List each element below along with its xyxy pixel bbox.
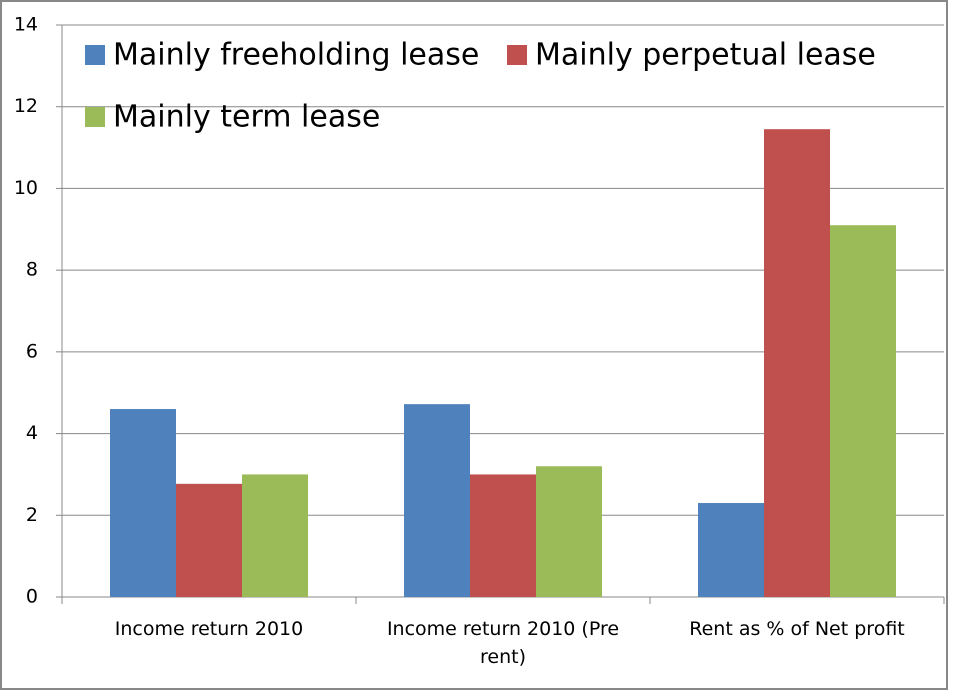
y-tick-label: 2 — [26, 504, 38, 526]
bar — [404, 404, 470, 597]
legend-swatch — [85, 45, 105, 65]
legend-label: Mainly term lease — [113, 100, 380, 135]
y-tick-label: 0 — [26, 586, 38, 608]
bar — [536, 466, 602, 597]
y-tick-label: 10 — [14, 177, 38, 199]
bar — [830, 225, 896, 597]
bar — [698, 503, 764, 597]
legend-swatch — [85, 107, 105, 127]
y-tick-label: 14 — [14, 14, 38, 36]
bar — [176, 483, 242, 597]
bar — [764, 129, 830, 597]
y-tick-label: 6 — [26, 340, 38, 362]
x-tick-label: Income return 2010 (Pre rent) — [386, 618, 620, 668]
y-tick-label: 4 — [26, 422, 38, 444]
x-tick-label: Rent as % of Net profit — [689, 618, 905, 640]
legend-label: Mainly freeholding lease — [113, 38, 479, 73]
bar — [110, 409, 176, 597]
x-tick-label: Income return 2010 — [114, 618, 304, 640]
bar — [470, 474, 536, 597]
y-tick-label: 8 — [26, 259, 38, 281]
legend-label: Mainly perpetual lease — [535, 38, 876, 73]
bar — [242, 474, 308, 597]
legend-swatch — [507, 45, 527, 65]
y-tick-label: 12 — [14, 95, 38, 117]
